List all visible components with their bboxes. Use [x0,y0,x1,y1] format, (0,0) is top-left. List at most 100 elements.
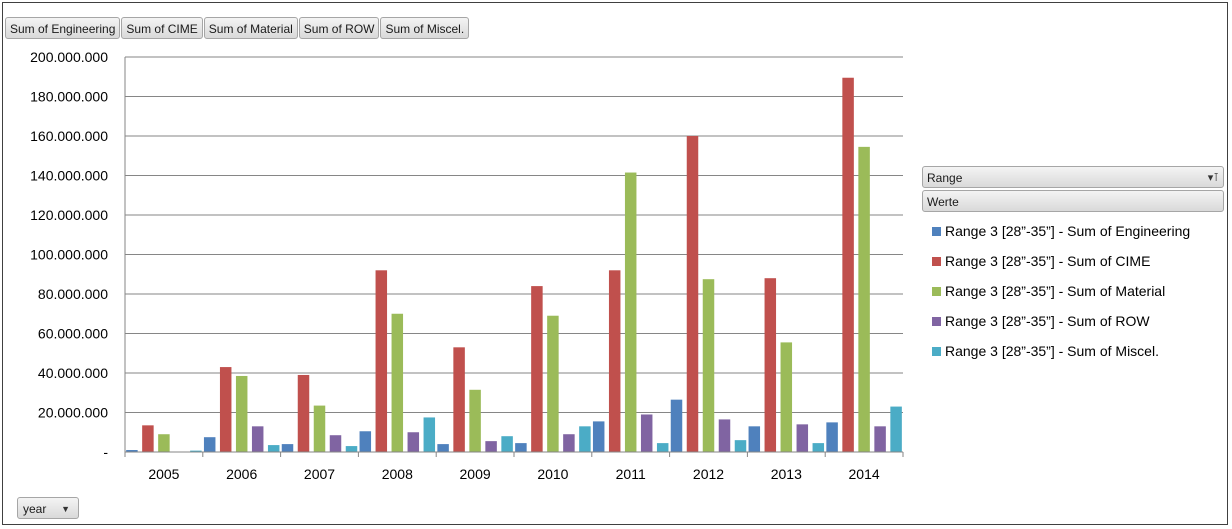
legend-swatch [932,346,941,356]
x-tick-label: 2009 [460,466,491,482]
x-tick-label: 2013 [771,466,802,482]
bar[interactable] [142,425,154,452]
range-field-button[interactable]: Range ▾⊺ [922,166,1224,188]
bar[interactable] [501,436,513,452]
bar[interactable] [656,443,669,452]
bar[interactable] [826,422,838,452]
legend-entry[interactable]: Range 3 [28”-35”] - Sum of Engineering [922,216,1224,246]
bar[interactable] [485,441,497,452]
bar[interactable] [359,431,372,452]
dropdown-arrow-icon[interactable]: ▼ [61,504,70,514]
bar[interactable] [531,286,543,452]
bar[interactable] [515,443,527,452]
bar[interactable] [267,445,280,452]
bar-chart: - 20.000.000 40.000.000 60.000.000 80.000.00… [30,49,904,482]
y-tick-label: - [103,444,108,460]
legend-swatch [932,316,941,326]
field-button-row[interactable]: Sum of ROW [298,17,380,39]
bar[interactable] [345,446,358,452]
bar[interactable] [437,444,449,452]
y-tick-label: 100.000.000 [30,247,108,263]
legend-entry[interactable]: Range 3 [28”-35”] - Sum of Material [922,276,1224,306]
x-tick-label: 2005 [148,466,179,482]
y-tick-label: 60.000.000 [38,326,108,342]
field-button-material[interactable]: Sum of Material [203,17,298,39]
bar[interactable] [858,146,870,453]
bar[interactable] [469,389,481,452]
bar[interactable] [375,270,388,452]
bar[interactable] [780,342,793,452]
legend-entry[interactable]: Range 3 [28”-35”] - Sum of CIME [922,246,1224,276]
field-button-cime[interactable]: Sum of CIME [121,17,203,39]
legend-swatch [932,226,941,236]
bar[interactable] [547,315,559,452]
year-axis-field-button[interactable]: year ▼ [17,497,79,519]
legend-list: Range 3 [28”-35”] - Sum of Engineering Ra… [922,216,1224,366]
range-field-label: Range [927,171,963,185]
bar[interactable] [235,375,248,452]
y-tick-label: 160.000.000 [30,128,108,144]
y-tick-label: 140.000.000 [30,168,108,184]
axes: - 20.000.000 40.000.000 60.000.000 80.000.00… [30,49,904,482]
x-tick-label: 2011 [616,466,646,482]
bar[interactable] [796,424,809,452]
bar[interactable] [313,405,326,452]
y-tick-label: 20.000.000 [38,405,108,421]
bar[interactable] [219,367,232,452]
bar[interactable] [718,419,731,452]
bar[interactable] [842,77,854,453]
bar[interactable] [702,279,715,452]
legend-entry[interactable]: Range 3 [28”-35”] - Sum of Miscel. [922,336,1224,366]
y-tick-label: 180.000.000 [30,89,108,105]
bar[interactable] [686,136,699,452]
legend-label: Range 3 [28”-35”] - Sum of Miscel. [945,343,1159,359]
bar[interactable] [563,434,575,452]
bar[interactable] [748,426,761,452]
x-tick-label: 2012 [693,466,724,482]
legend-swatch [932,256,941,266]
bar[interactable] [190,450,202,452]
bar[interactable] [764,278,777,452]
legend-label: Range 3 [28”-35”] - Sum of Engineering [945,223,1191,239]
bar[interactable] [329,435,342,452]
bar[interactable] [890,406,902,452]
bar[interactable] [734,440,747,452]
year-field-label: year [23,502,47,516]
field-button-engineering[interactable]: Sum of Engineering [5,17,121,39]
bar[interactable] [608,270,621,452]
values-field-button[interactable]: Werte [922,190,1224,212]
bar[interactable] [251,426,264,452]
bar[interactable] [640,414,653,452]
bar[interactable] [624,172,637,452]
bar[interactable] [297,374,310,452]
legend-panel: Range ▾⊺ Werte Range 3 [28”-35”] - Sum o… [922,166,1224,366]
bar[interactable] [158,434,170,452]
x-tick-label: 2006 [226,466,257,482]
legend-entry[interactable]: Range 3 [28”-35”] - Sum of ROW [922,306,1224,336]
legend-swatch [932,286,941,296]
bar[interactable] [407,432,420,452]
x-tick-label: 2007 [304,466,335,482]
bar[interactable] [281,444,294,452]
bar[interactable] [126,450,138,452]
bar[interactable] [391,313,404,452]
bar[interactable] [670,399,683,452]
bar[interactable] [453,347,465,452]
y-tick-label: 120.000.000 [30,207,108,223]
bar[interactable] [203,437,216,452]
filter-icon[interactable]: ▾⊺ [1207,172,1219,184]
bar[interactable] [874,426,886,452]
x-tick-label: 2010 [537,466,568,482]
y-tick-label: 200.000.000 [30,49,108,65]
bar[interactable] [579,426,591,452]
y-tick-label: 80.000.000 [38,286,108,302]
bar[interactable] [423,417,436,452]
values-field-label: Werte [927,195,959,209]
bar[interactable] [592,421,605,452]
value-field-buttons: Sum of Engineering Sum of CIME Sum of Ma… [5,17,470,39]
legend-label: Range 3 [28”-35”] - Sum of Material [945,283,1166,299]
field-button-miscel[interactable]: Sum of Miscel. [380,17,470,39]
bars [126,77,902,453]
bar[interactable] [812,443,825,452]
legend-label: Range 3 [28”-35”] - Sum of ROW [945,313,1150,329]
